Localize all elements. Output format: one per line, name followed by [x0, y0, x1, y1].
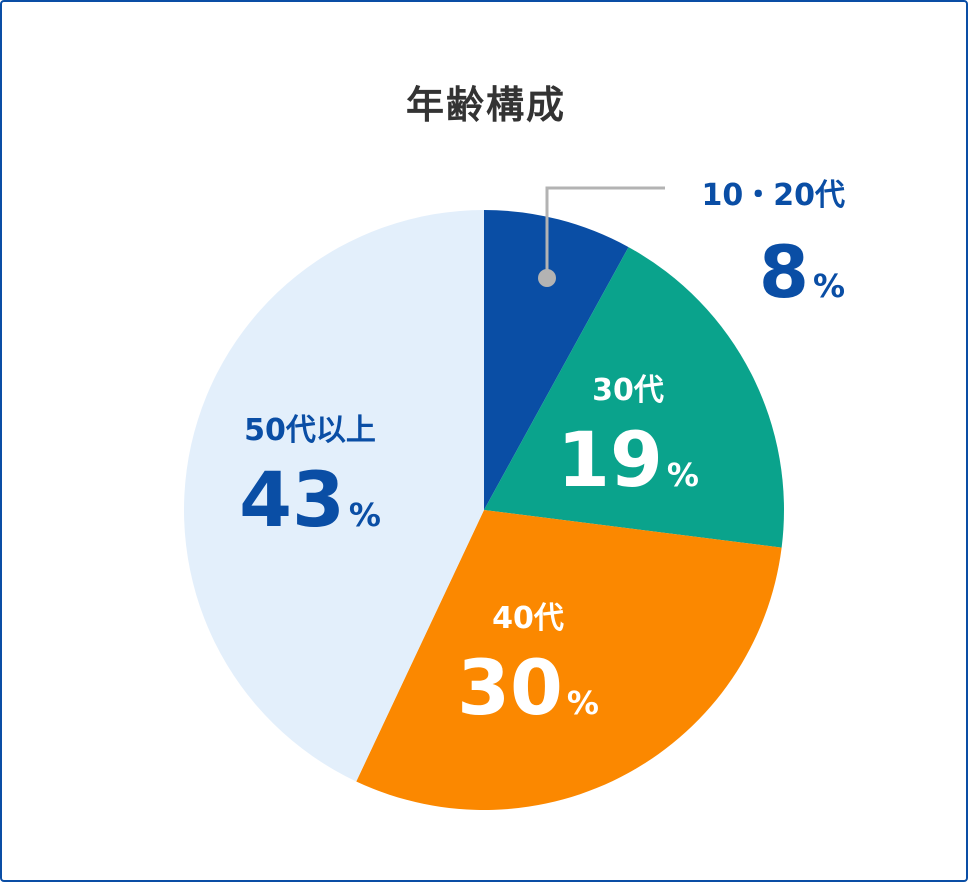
slice-label-2: 30代 — [592, 373, 664, 408]
slice-value-4: 43% — [239, 455, 381, 544]
slice-label-4: 50代以上 — [244, 413, 376, 448]
slice-label-1: 10・20代 — [702, 178, 846, 213]
pie-slice-3 — [356, 510, 782, 810]
pie-slice-2 — [484, 247, 784, 548]
slice-value-1: 8% — [759, 230, 845, 314]
pie-slice-4 — [183, 210, 484, 782]
slice-value-2: 19% — [557, 415, 699, 504]
callout-line — [545, 186, 665, 278]
chart-title: 年齢構成 — [405, 83, 566, 127]
slice-label-3: 40代 — [492, 601, 564, 636]
callout-dot — [538, 269, 556, 287]
pie-slice-1 — [484, 210, 629, 510]
slice-value-3: 30% — [457, 643, 599, 732]
